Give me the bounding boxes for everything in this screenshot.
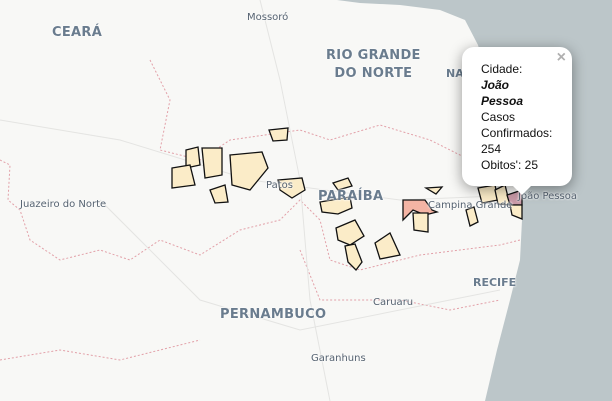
popup-content: Cidade: João Pessoa Casos Confirmados: 2… bbox=[481, 61, 552, 173]
city-name: João Pessoa bbox=[481, 78, 524, 108]
info-popup: × Cidade: João Pessoa Casos Confirmados:… bbox=[462, 47, 572, 195]
popup-tip bbox=[512, 185, 532, 195]
municipality bbox=[319, 196, 353, 215]
city-label-joao-pessoa: João Pessoa bbox=[518, 191, 577, 202]
municipality bbox=[209, 184, 229, 204]
municipality bbox=[402, 199, 440, 222]
municipality bbox=[509, 204, 523, 220]
municipality bbox=[331, 177, 353, 191]
municipality bbox=[268, 127, 289, 142]
state-label-pernambuco: PERNAMBUCO bbox=[220, 307, 327, 322]
city-label-campina-grande: Campina Grande bbox=[428, 200, 513, 211]
municipality bbox=[335, 219, 365, 246]
city-label-recife: RECIFE bbox=[473, 276, 517, 289]
deaths-label: Obitos': bbox=[481, 158, 522, 172]
municipality bbox=[185, 146, 201, 169]
city-label-juazeiro: Juazeiro do Norte bbox=[20, 199, 107, 210]
city-label-mossoro: Mossoró bbox=[247, 12, 289, 23]
deaths-row: Obitos': 25 bbox=[481, 157, 552, 173]
city-label-patos: Patos bbox=[266, 180, 293, 191]
cases-value: 254 bbox=[481, 142, 502, 156]
cases-label-1: Casos bbox=[481, 110, 516, 124]
deaths-value: 25 bbox=[524, 158, 539, 172]
close-icon[interactable]: × bbox=[556, 49, 566, 66]
state-label-rn-line1: RIO GRANDE bbox=[326, 48, 421, 63]
municipality bbox=[277, 177, 306, 199]
state-label-ceara: CEARÁ bbox=[52, 25, 103, 40]
state-borders bbox=[0, 59, 521, 361]
municipality bbox=[201, 147, 223, 179]
municipality bbox=[423, 186, 444, 195]
cases-label-2: Confirmados: bbox=[481, 126, 553, 140]
state-label-rn-line2: DO NORTE bbox=[334, 66, 413, 81]
municipality bbox=[344, 243, 363, 271]
municipality bbox=[229, 151, 269, 191]
municipality bbox=[465, 206, 479, 227]
city-label-garanhuns: Garanhuns bbox=[311, 353, 366, 364]
municipality bbox=[374, 232, 401, 260]
city-label: Cidade: bbox=[481, 62, 523, 76]
state-label-rn: RIO GRANDE DO NORTE bbox=[326, 47, 421, 83]
city-label-caruaru: Caruaru bbox=[373, 297, 414, 308]
municipality bbox=[171, 164, 196, 189]
city-label-natal: NA bbox=[446, 67, 464, 80]
municipality bbox=[412, 212, 429, 233]
state-label-paraiba: PARAÍBA bbox=[318, 189, 384, 204]
